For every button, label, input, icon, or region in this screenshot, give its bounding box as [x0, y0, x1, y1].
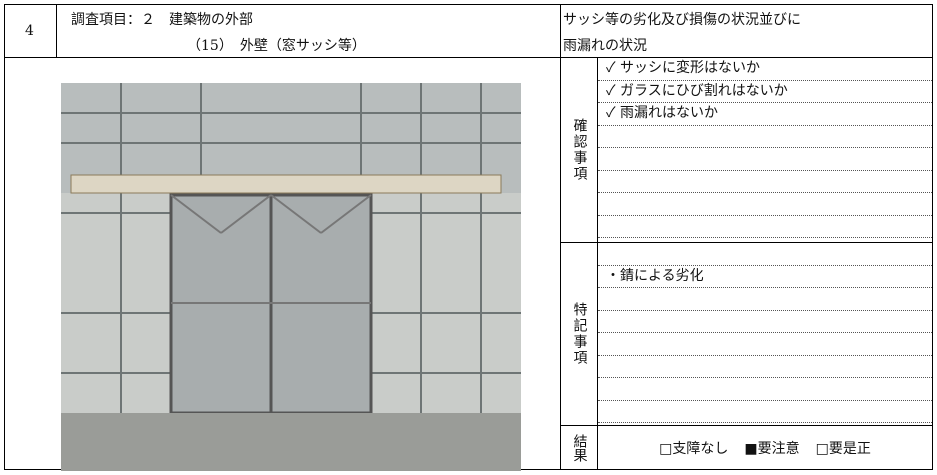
item: ✓ 雨漏れはないか: [598, 103, 932, 126]
item: ✓ ガラスにひび割れはないか: [598, 81, 932, 103]
number: 4: [25, 23, 34, 39]
result-option: □要是正: [815, 440, 871, 457]
target-cell: サッシ等の劣化及び損傷の状況並びに 雨漏れの状況: [560, 4, 933, 58]
blank-line: [598, 171, 932, 193]
check-section: 確認事項 ✓ サッシに変形はないか ✓ ガラスにひび割れはないか ✓ 雨漏れはないか: [560, 57, 933, 243]
result-options: □支障なし ■要注意 □要是正: [597, 426, 932, 469]
check-label: 確認事項: [571, 118, 588, 182]
result-label: 結果: [571, 433, 588, 462]
photo-cell: [4, 57, 561, 471]
blank-line: [598, 311, 932, 333]
target: サッシ等の劣化及び損傷の状況並びに: [563, 12, 801, 28]
blank-line: [598, 333, 932, 356]
result-option: ■要注意: [744, 440, 800, 457]
blank-line: [598, 193, 932, 216]
blank-line: [598, 216, 932, 238]
blank-line: [598, 401, 932, 423]
blank-line: [598, 378, 932, 401]
remarks-rows: ・錆による劣化: [597, 243, 932, 425]
blank-line: [598, 356, 932, 378]
photo: [61, 83, 521, 471]
check-rows: ✓ サッシに変形はないか ✓ ガラスにひび割れはないか ✓ 雨漏れはないか: [597, 58, 932, 242]
item: ✓ サッシに変形はないか: [598, 58, 932, 81]
blank-line: [598, 148, 932, 171]
item-cell: 調査項目：２ 建築物の外部 （15） 外壁（窓サッシ等）: [56, 4, 561, 58]
blank-line: [598, 126, 932, 148]
remarks-label: 特記事項: [571, 302, 588, 366]
result-section: 結果 □支障なし ■要注意 □要是正: [560, 425, 933, 470]
number-cell: 4: [4, 4, 57, 58]
remarks-section: 特記事項 ・錆による劣化: [560, 242, 933, 426]
blank-line: [598, 243, 932, 266]
target: 雨漏れの状況: [563, 38, 647, 54]
survey-item: 調査項目：２ 建築物の外部: [71, 12, 253, 28]
blank-line: [598, 288, 932, 311]
item: ・錆による劣化: [598, 266, 932, 288]
result-option: □支障なし: [659, 440, 729, 457]
survey-item: （15） 外壁（窓サッシ等）: [187, 38, 366, 54]
right-panel: 確認事項 ✓ サッシに変形はないか ✓ ガラスにひび割れはないか ✓ 雨漏れはないか …: [560, 57, 933, 470]
